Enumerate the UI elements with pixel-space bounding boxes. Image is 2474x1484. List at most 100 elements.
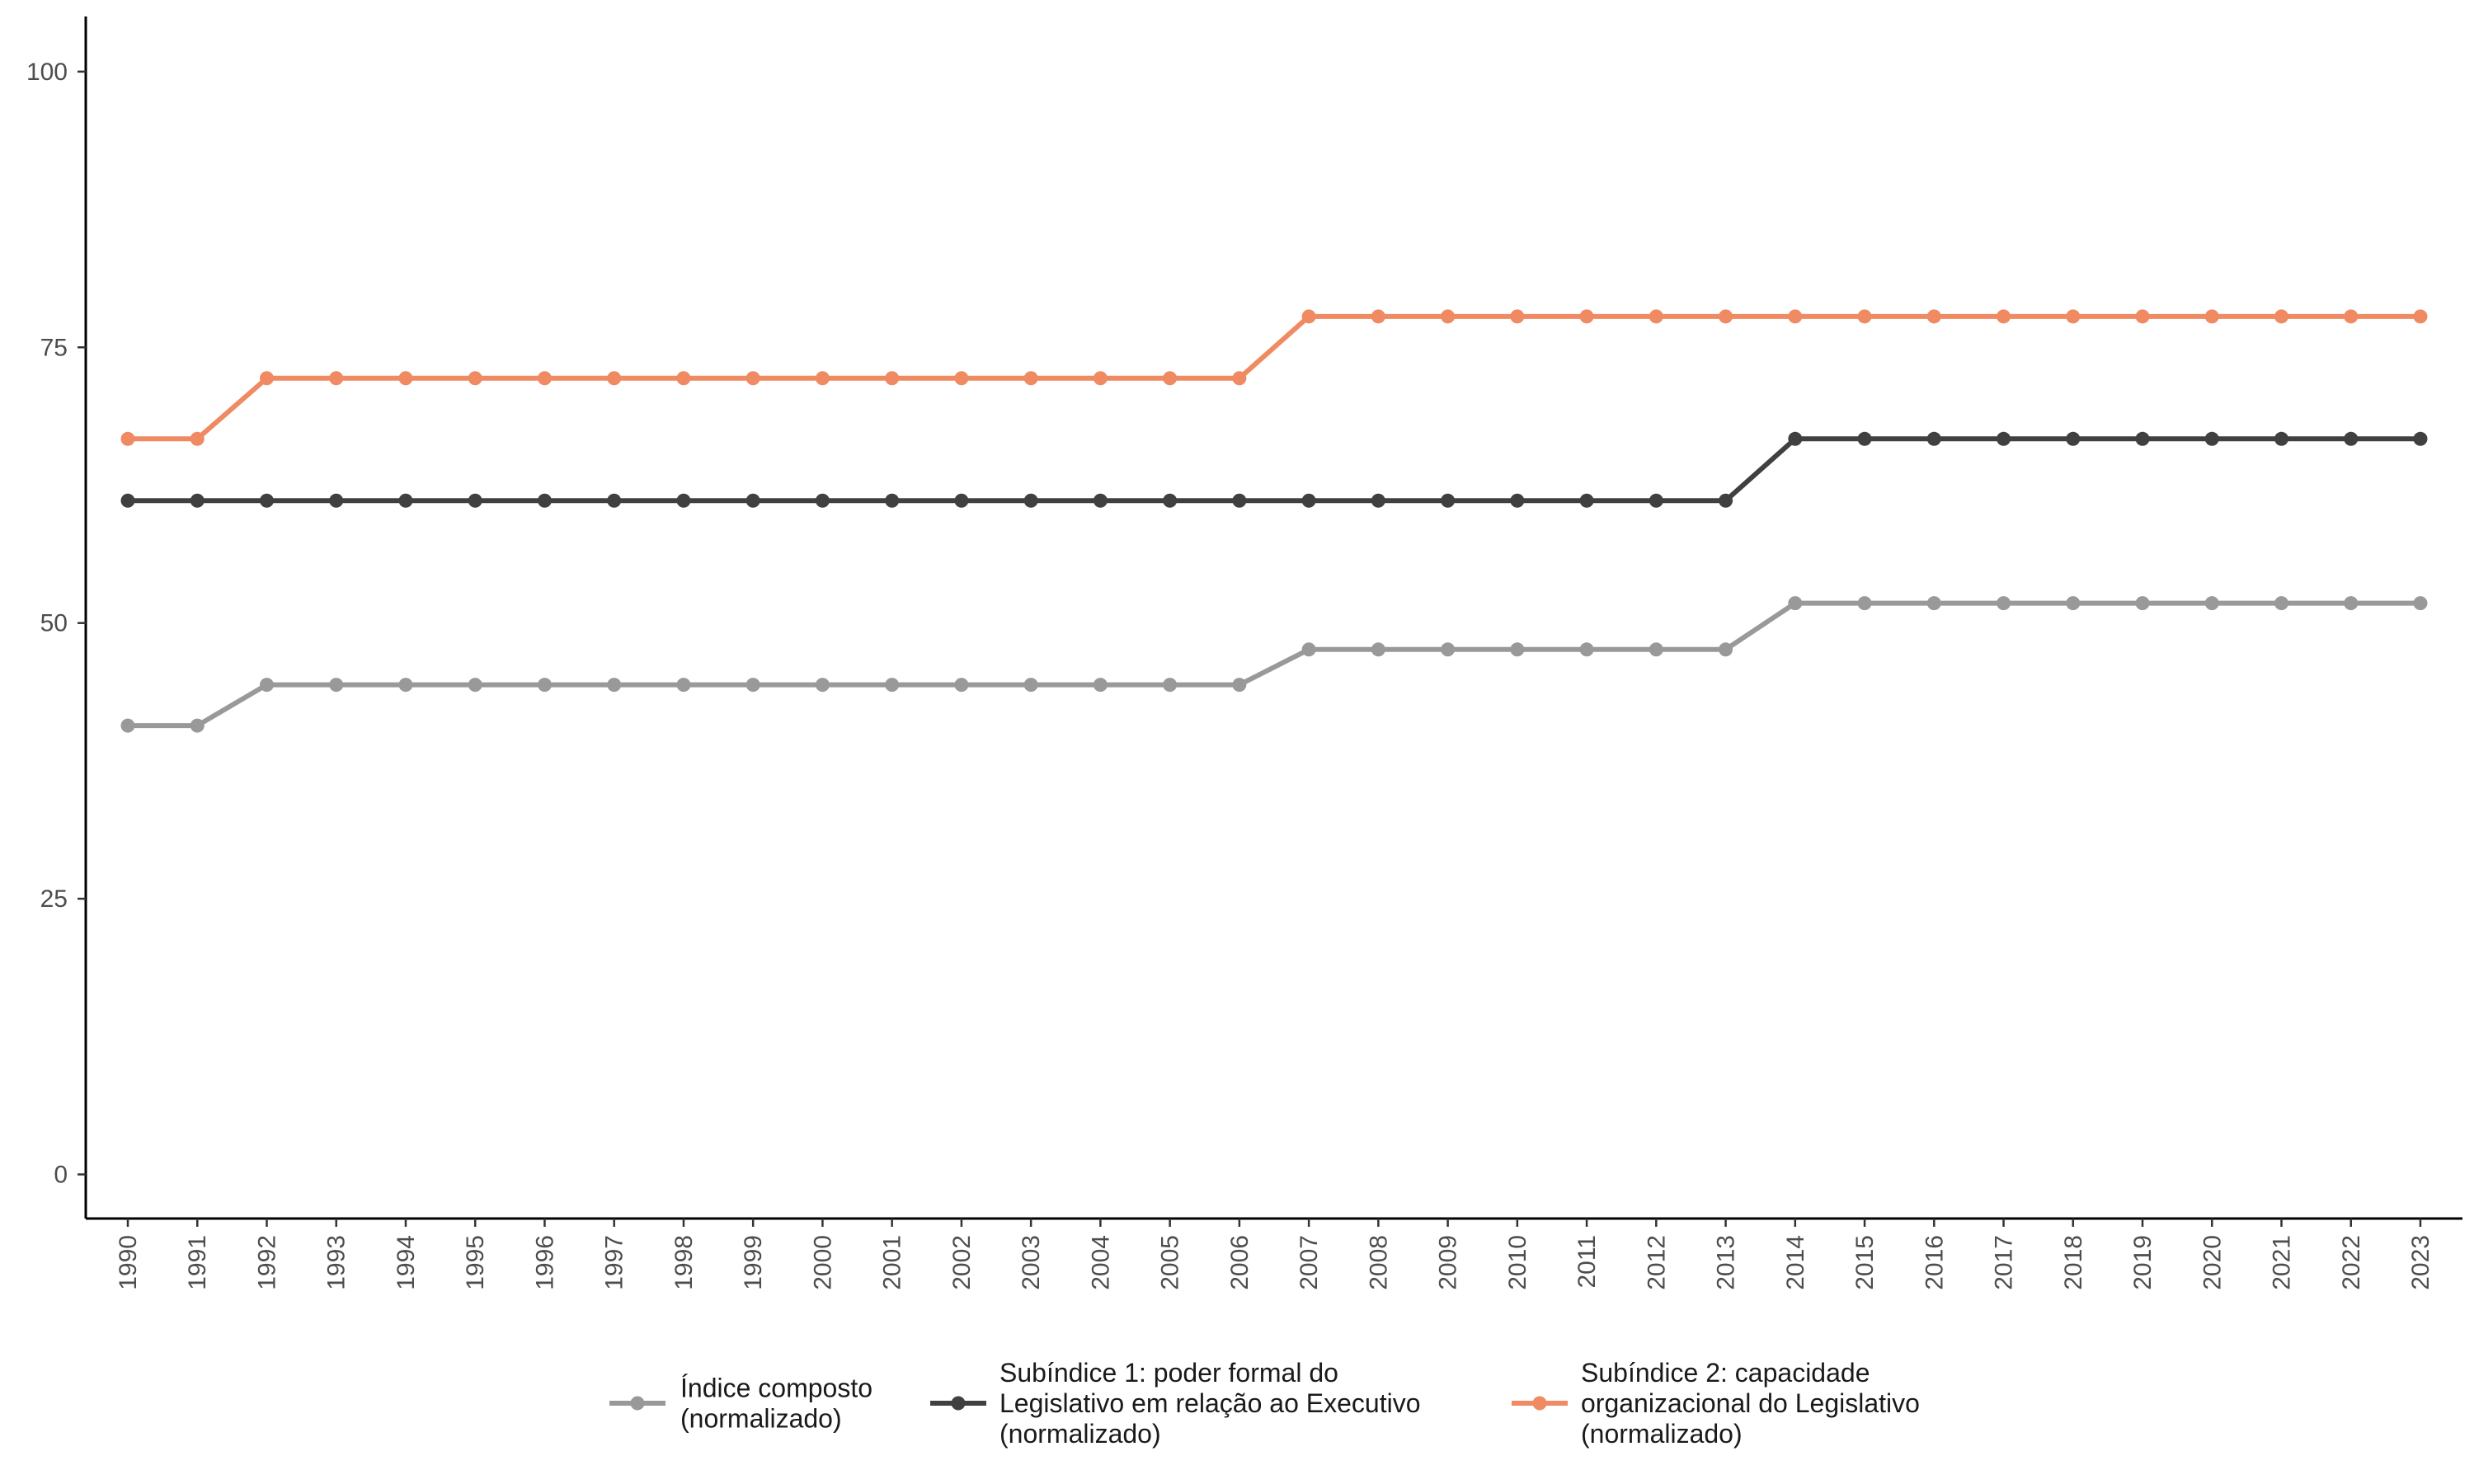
- data-point: [1301, 309, 1316, 324]
- data-point: [190, 718, 205, 733]
- x-tick-label: 1992: [253, 1235, 280, 1290]
- data-point: [676, 371, 691, 386]
- series-line: [128, 313, 2420, 442]
- data-point: [1441, 309, 1456, 324]
- data-point: [954, 678, 969, 693]
- legend: Índice composto(normalizado)Subíndice 1:…: [609, 1358, 1920, 1449]
- data-point: [329, 493, 344, 508]
- data-point: [676, 493, 691, 508]
- y-axis: 0 25 50 75 100: [26, 16, 87, 1219]
- data-point: [190, 493, 205, 508]
- data-point: [2274, 596, 2289, 611]
- data-point: [1997, 309, 2011, 324]
- data-point: [1719, 642, 1733, 657]
- x-tick-label: 1993: [323, 1235, 350, 1290]
- legend-key-point: [630, 1396, 645, 1411]
- legend-item-2: Subíndice 1: poder formal doLegislativo …: [930, 1358, 1421, 1449]
- data-point: [1232, 678, 1247, 693]
- legend-label-line: Subíndice 2: capacidade: [1581, 1358, 1870, 1388]
- data-point: [2413, 431, 2428, 446]
- data-point: [398, 371, 413, 386]
- data-point: [885, 371, 900, 386]
- series-line: [128, 600, 2420, 729]
- legend-label-line: (normalizado): [999, 1419, 1161, 1449]
- x-tick-label: 2020: [2199, 1235, 2226, 1290]
- data-point: [1371, 642, 1385, 657]
- x-tick-label: 2010: [1504, 1235, 1531, 1290]
- x-axis: 1990 1991 1992 1993 1994 1995 1996 1997 1998 1999…: [86, 1217, 2462, 1290]
- x-tick-label: 2019: [2129, 1235, 2157, 1290]
- data-point: [2344, 309, 2359, 324]
- data-point: [537, 493, 552, 508]
- legend-label-line: Índice composto: [680, 1374, 872, 1403]
- data-point: [2274, 309, 2289, 324]
- data-point: [1023, 371, 1038, 386]
- data-point: [2204, 309, 2219, 324]
- x-tick-label: 2003: [1018, 1235, 1045, 1290]
- legend-key-point: [951, 1396, 966, 1411]
- x-tick-label: 1991: [184, 1235, 211, 1290]
- data-point: [1232, 493, 1247, 508]
- data-point: [468, 678, 482, 693]
- x-tick-label: 2018: [2060, 1235, 2087, 1290]
- data-point: [1023, 678, 1038, 693]
- data-point: [1926, 431, 1941, 446]
- data-point: [259, 678, 274, 693]
- x-tick-label: 2015: [1851, 1235, 1879, 1290]
- data-point: [537, 371, 552, 386]
- data-point: [954, 371, 969, 386]
- legend-key-point: [1532, 1396, 1547, 1411]
- data-point: [259, 493, 274, 508]
- x-tick-label: 2002: [948, 1235, 976, 1290]
- x-tick-label: 2022: [2338, 1235, 2365, 1290]
- data-point: [1857, 596, 1872, 611]
- data-point: [329, 371, 344, 386]
- y-tick-label: 100: [26, 59, 68, 86]
- data-point: [745, 493, 760, 508]
- data-point: [1579, 493, 1594, 508]
- legend-label-line: (normalizado): [680, 1404, 842, 1434]
- data-point: [885, 678, 900, 693]
- data-point: [120, 718, 135, 733]
- legend-item-1: Índice composto(normalizado): [609, 1374, 872, 1434]
- data-point: [2204, 431, 2219, 446]
- data-point: [607, 493, 622, 508]
- data-point: [954, 493, 969, 508]
- x-tick-label: 1990: [115, 1235, 142, 1290]
- data-point: [2066, 309, 2081, 324]
- x-tick-label: 1998: [670, 1235, 698, 1290]
- data-point: [120, 493, 135, 508]
- x-tick-label: 2008: [1365, 1235, 1392, 1290]
- data-point: [815, 678, 830, 693]
- data-point: [607, 371, 622, 386]
- x-tick-label: 2004: [1087, 1235, 1114, 1290]
- data-point: [1232, 371, 1247, 386]
- data-point: [1857, 309, 1872, 324]
- x-tick-label: 2023: [2407, 1235, 2434, 1290]
- data-point: [1510, 642, 1525, 657]
- data-point: [537, 678, 552, 693]
- x-tick-label: 1994: [393, 1235, 420, 1290]
- data-point: [1788, 596, 1803, 611]
- y-tick-label: 75: [40, 334, 68, 361]
- y-tick-label: 25: [40, 885, 68, 913]
- x-tick-label: 2007: [1296, 1235, 1323, 1290]
- data-point: [1719, 493, 1733, 508]
- series-lines: [120, 309, 2428, 733]
- data-point: [815, 371, 830, 386]
- data-point: [2344, 431, 2359, 446]
- data-point: [1857, 431, 1872, 446]
- data-point: [468, 493, 482, 508]
- data-point: [607, 678, 622, 693]
- data-point: [1301, 493, 1316, 508]
- data-point: [1579, 642, 1594, 657]
- x-tick-label: 2011: [1573, 1235, 1601, 1289]
- data-point: [1093, 678, 1108, 693]
- series-2: [120, 431, 2428, 508]
- data-point: [1926, 309, 1941, 324]
- x-tick-label: 2021: [2269, 1235, 2296, 1290]
- data-point: [1301, 642, 1316, 657]
- x-tick-label: 1996: [531, 1235, 558, 1290]
